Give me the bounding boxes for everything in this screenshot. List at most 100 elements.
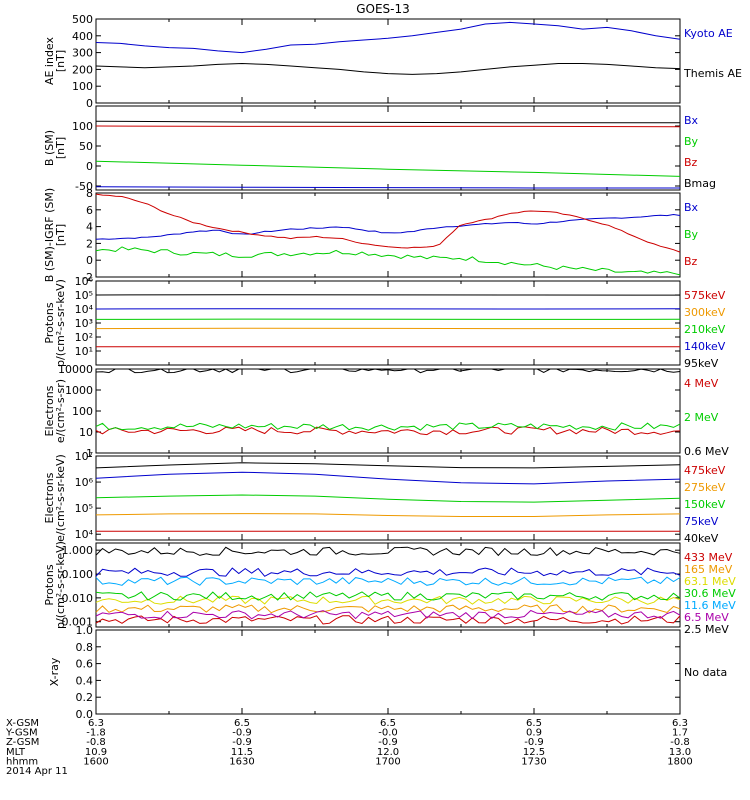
ephem-value: -1.8 xyxy=(86,728,106,739)
series-line-165-MeV xyxy=(95,604,681,614)
y-tick-label: 400 xyxy=(72,30,93,43)
y-tick-label: 10² xyxy=(75,331,93,344)
y-tick-label: -50 xyxy=(75,180,93,193)
ephem-value: 6.5 xyxy=(380,718,396,729)
ephem-value: 6.3 xyxy=(672,718,688,729)
ephem-value: 1800 xyxy=(667,756,692,767)
ephem-value: 0.9 xyxy=(526,728,542,739)
series-line-30.6-MeV xyxy=(95,591,681,601)
ephem-label: MLT xyxy=(6,747,26,758)
legend-label: 150keV xyxy=(684,498,726,511)
y-tick-label: 0 xyxy=(86,254,93,267)
y-tick-label: 0.0 xyxy=(76,708,94,721)
ephem-label: X-GSM xyxy=(6,718,39,729)
ephem-value: 6.5 xyxy=(234,718,250,729)
series-line-Bz xyxy=(95,193,681,253)
ephem-value: 12.0 xyxy=(377,747,399,758)
panel-frame xyxy=(95,105,681,191)
ephem-value: 1730 xyxy=(521,756,546,767)
series-line-Themis-AE xyxy=(95,62,681,75)
panel-frame xyxy=(95,280,681,366)
y-axis-label: Electrons xyxy=(43,472,56,523)
legend-label: Bx xyxy=(684,114,699,127)
series-line-11.6-MeV xyxy=(95,576,681,586)
legend-label: 433 MeV xyxy=(684,551,733,564)
legend-label: 2.5 MeV xyxy=(684,623,729,636)
y-tick-label: 10¹ xyxy=(75,345,93,358)
legend-label: 30.6 MeV xyxy=(684,587,736,600)
series-line-unnamed xyxy=(95,567,681,577)
panel-frame xyxy=(95,368,681,454)
series-line-0.6-MeV xyxy=(95,368,681,374)
panel-frame xyxy=(95,629,681,715)
y-tick-label: 4 xyxy=(86,221,93,234)
legend-label: 95keV xyxy=(684,357,719,370)
y-axis-label: p/(cm²-s-sr-keV) xyxy=(54,541,67,629)
panel-note: No data xyxy=(684,666,727,679)
series-line-Bx xyxy=(95,186,680,189)
series-line-By xyxy=(95,246,681,276)
ephem-value: -0.8 xyxy=(86,737,106,748)
y-tick-label: 10⁴ xyxy=(75,528,94,541)
y-tick-label: 100 xyxy=(72,405,93,418)
y-tick-label: 50 xyxy=(79,140,93,153)
y-tick-label: 1.0 xyxy=(76,624,94,637)
y-tick-label: 10⁶ xyxy=(75,275,94,288)
ephem-value: -0.9 xyxy=(524,737,544,748)
y-tick-label: 10⁵ xyxy=(75,289,93,302)
ephem-value: -0.0 xyxy=(378,728,398,739)
y-axis-label: Electrons xyxy=(43,385,56,436)
legend-label: 210keV xyxy=(684,323,726,336)
ephem-value: 11.5 xyxy=(231,747,253,758)
y-axis-label: AE index xyxy=(43,36,56,85)
y-tick-label: 300 xyxy=(72,47,93,60)
ephem-value: 1600 xyxy=(83,756,108,767)
ephem-value: -0.9 xyxy=(378,737,398,748)
y-axis-label: Protons xyxy=(43,564,56,605)
ephem-value: 13.0 xyxy=(669,747,691,758)
legend-label: 475keV xyxy=(684,464,726,477)
legend-label: By xyxy=(684,135,699,148)
y-axis-label: [nT] xyxy=(54,50,67,72)
y-tick-label: 0.8 xyxy=(76,641,94,654)
y-tick-label: 1 xyxy=(86,447,93,460)
y-tick-label: 8 xyxy=(86,187,93,200)
series-line-2-MeV xyxy=(95,422,681,431)
y-tick-label: 10³ xyxy=(75,317,93,330)
legend-label: 140keV xyxy=(684,340,726,353)
date-label: 2014 Apr 11 xyxy=(6,766,68,777)
ephem-label: hhmm xyxy=(6,756,38,767)
legend-label: Bz xyxy=(684,255,698,268)
legend-label: Bz xyxy=(684,156,698,169)
series-line-Bx xyxy=(95,213,681,240)
legend-label: Themis AE xyxy=(683,67,742,80)
y-axis-label: e/(cm²-s-sr-keV) xyxy=(54,454,67,542)
ephem-label: Z-GSM xyxy=(6,737,39,748)
ephem-value: 12.5 xyxy=(523,747,545,758)
ephem-value: 1.7 xyxy=(672,728,688,739)
plot-title: GOES-13 xyxy=(356,2,410,16)
legend-label: 275keV xyxy=(684,481,726,494)
ephemeris-table: X-GSM 6.3 6.5 6.5 6.5 6.3Y-GSM -1.8 -0.9 -0.0 0.9… xyxy=(5,718,693,777)
y-tick-label: 10⁶ xyxy=(75,476,94,489)
series-line-By xyxy=(95,160,681,177)
y-axis-label: [nT] xyxy=(54,137,67,159)
y-tick-label: 0.4 xyxy=(76,674,94,687)
series-line-Bz xyxy=(95,125,681,128)
legend-label: Bx xyxy=(684,201,699,214)
y-tick-label: 0 xyxy=(86,160,93,173)
y-tick-label: 10⁵ xyxy=(75,502,93,515)
y-axis-label: B (SM) xyxy=(43,130,56,166)
series-line-2.5-MeV xyxy=(95,546,681,557)
ephem-value: 10.9 xyxy=(85,747,107,758)
ephem-value: 6.3 xyxy=(88,718,104,729)
y-tick-label: 10⁴ xyxy=(75,303,94,316)
panel-frame xyxy=(95,192,681,278)
panel-b_sm: -50 0 50 100 B (SM)[nT] Bx By Bz Bmag xyxy=(43,105,716,193)
legend-label: By xyxy=(684,228,699,241)
